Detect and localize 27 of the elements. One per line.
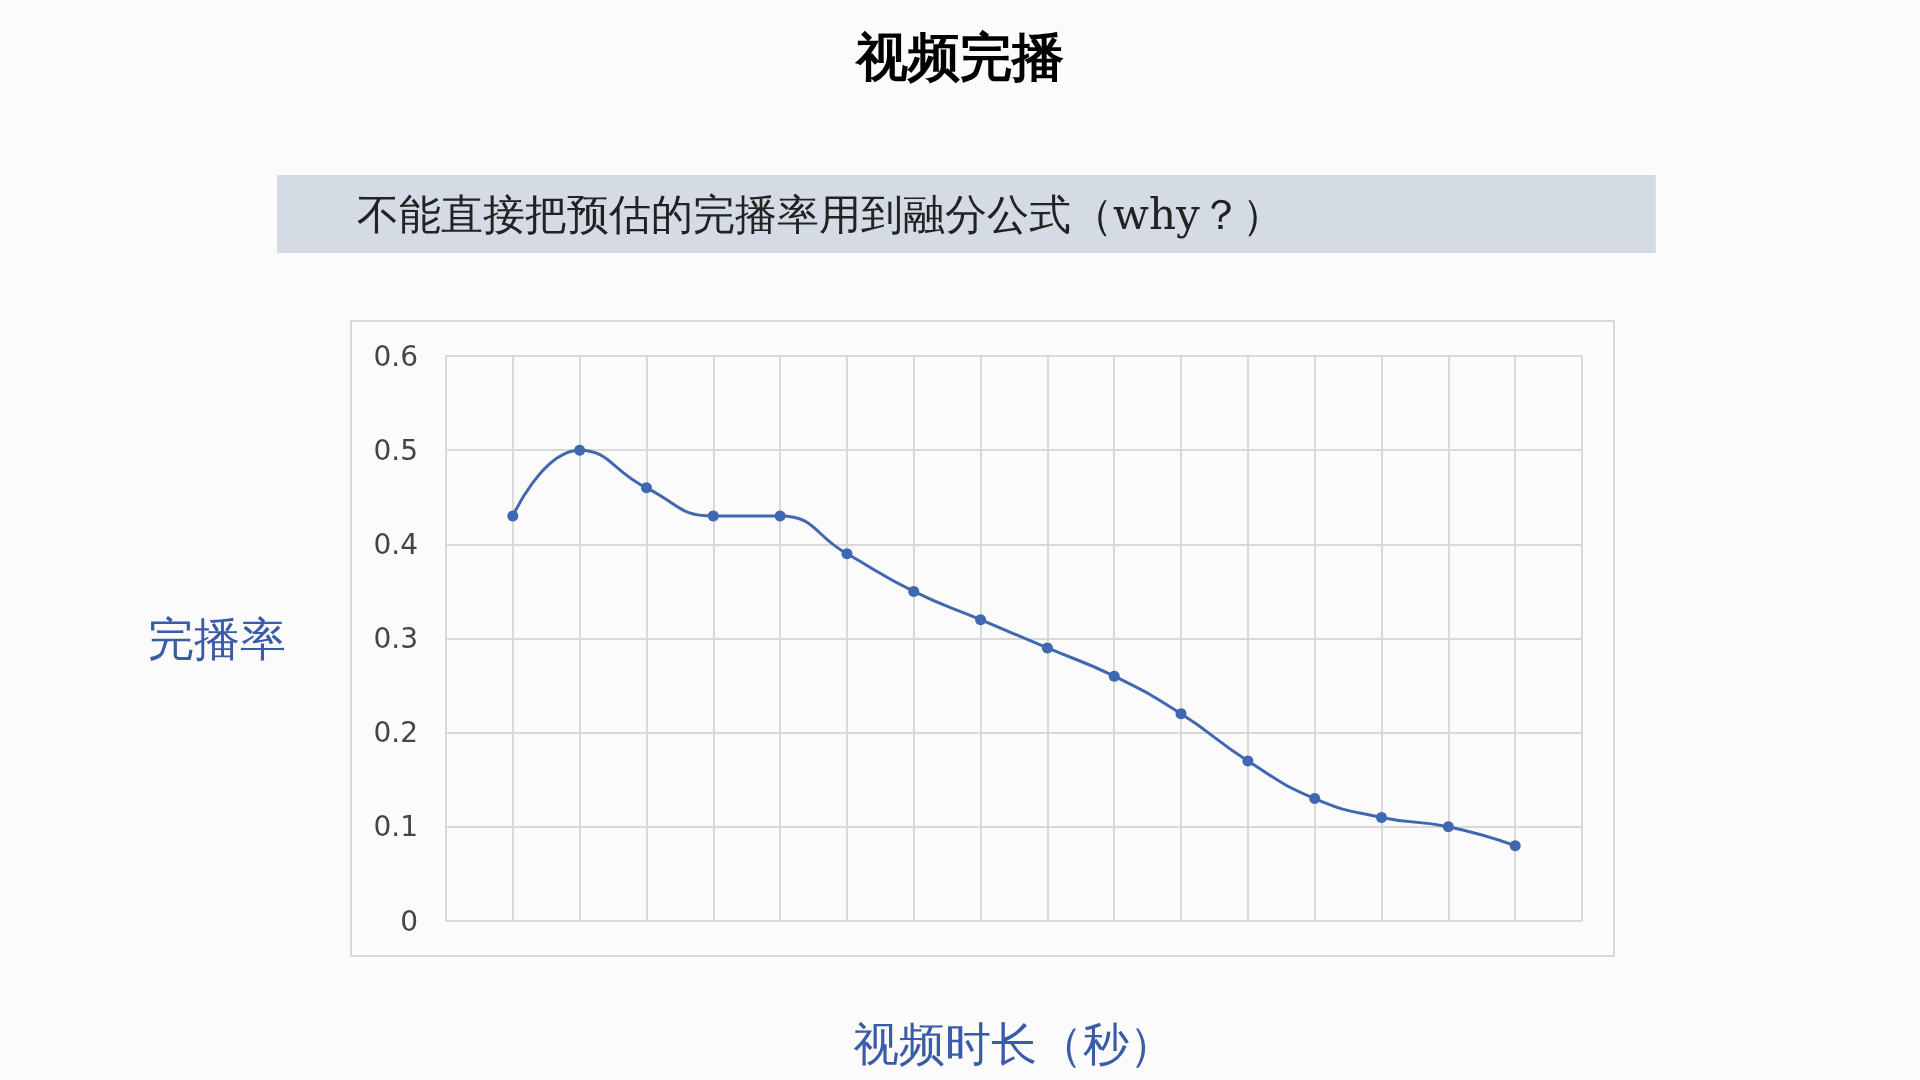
chart-subtitle: 不能直接把预估的完播率用到融分公式（why？） [357,189,1284,239]
point [1175,708,1187,720]
point [975,614,987,626]
y-tick-label: 0 [400,904,418,938]
point [640,482,652,494]
point [1442,821,1454,833]
y-tick-label: 0.3 [373,622,418,655]
point [774,510,786,522]
point [507,510,519,522]
point [574,444,586,456]
y-tick-label: 0.2 [373,716,418,750]
x-axis-title: 视频时长（秒） [853,1017,1175,1071]
point [1309,793,1321,805]
y-tick-label: 0.4 [373,527,418,561]
y-tick-label: 0.1 [373,810,418,844]
y-tick-label: 0.5 [373,433,418,467]
point [1376,811,1388,823]
chart-title: 视频完播 [854,25,1064,87]
point [908,585,920,597]
y-tick-label: 0.6 [373,339,418,373]
point [1041,642,1053,654]
point [841,548,853,560]
point [1509,840,1521,852]
point [707,510,719,522]
point [1242,755,1254,767]
point [1108,670,1120,682]
y-axis-title: 完播率 [148,611,286,666]
